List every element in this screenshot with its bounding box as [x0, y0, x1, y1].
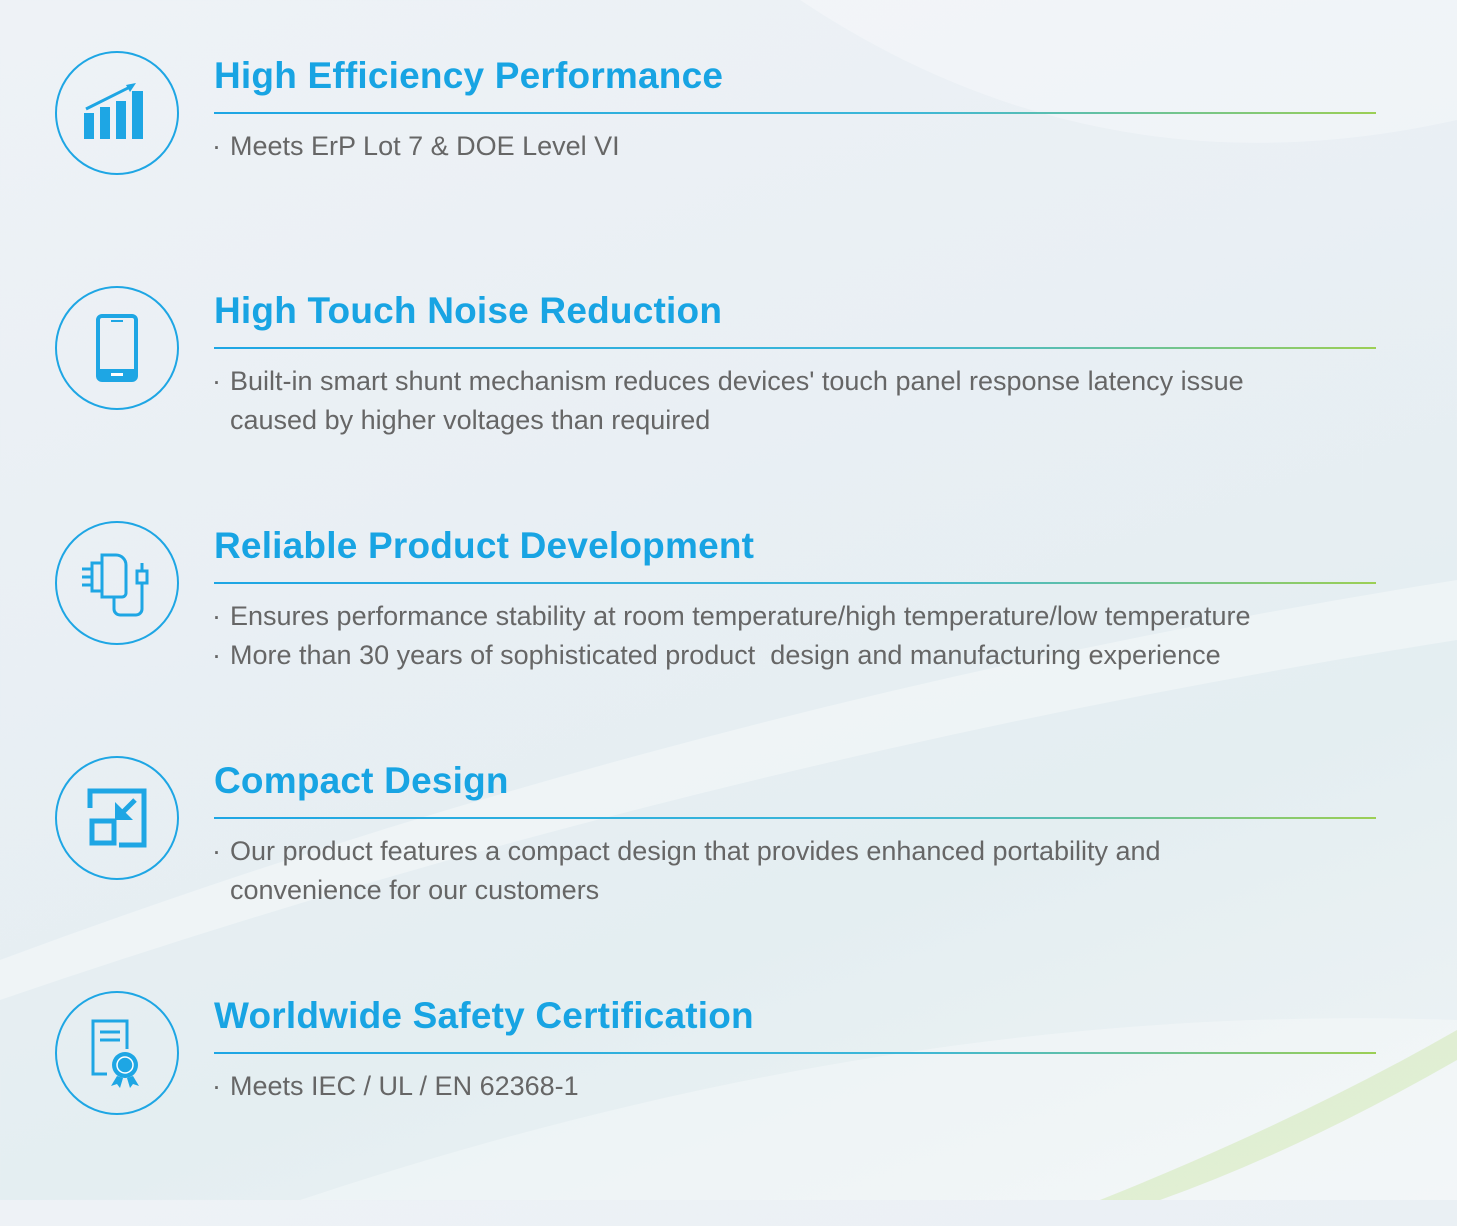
feature-title: Reliable Product Development: [214, 525, 755, 566]
smartphone-icon: [55, 286, 179, 410]
divider: [214, 817, 1376, 819]
feature-bullets: Meets IEC / UL / EN 62368-1: [212, 1067, 579, 1106]
bar-chart-growth-icon: [55, 51, 179, 175]
feature-section: Worldwide Safety Certification Meets IEC…: [0, 991, 1457, 1226]
feature-section: Compact Design Our product features a co…: [0, 756, 1457, 991]
bullet-item: Built-in smart shunt mechanism reduces d…: [212, 362, 1244, 440]
bullet-item: Our product features a compact design th…: [212, 832, 1161, 910]
certificate-icon: [55, 991, 179, 1115]
feature-bullets: Meets ErP Lot 7 & DOE Level VI: [212, 127, 620, 166]
feature-bullets: Ensures performance stability at room te…: [212, 597, 1250, 675]
bullet-item: Meets IEC / UL / EN 62368-1: [212, 1067, 579, 1106]
bullet-item: More than 30 years of sophisticated prod…: [212, 636, 1250, 675]
divider: [214, 1052, 1376, 1054]
feature-title: Compact Design: [214, 760, 509, 801]
feature-section: High Efficiency Performance Meets ErP Lo…: [0, 51, 1457, 286]
feature-title: High Efficiency Performance: [214, 55, 724, 96]
power-adapter-icon: [55, 521, 179, 645]
feature-section: High Touch Noise Reduction Built-in smar…: [0, 286, 1457, 521]
divider: [214, 582, 1376, 584]
divider: [214, 347, 1376, 349]
feature-bullets: Our product features a compact design th…: [212, 832, 1161, 910]
divider: [214, 112, 1376, 114]
feature-section: Reliable Product Development Ensures per…: [0, 521, 1457, 756]
feature-title: Worldwide Safety Certification: [214, 995, 754, 1036]
bullet-item: Ensures performance stability at room te…: [212, 597, 1250, 636]
feature-bullets: Built-in smart shunt mechanism reduces d…: [212, 362, 1244, 440]
bullet-item: Meets ErP Lot 7 & DOE Level VI: [212, 127, 620, 166]
feature-title: High Touch Noise Reduction: [214, 290, 723, 331]
compact-resize-icon: [55, 756, 179, 880]
